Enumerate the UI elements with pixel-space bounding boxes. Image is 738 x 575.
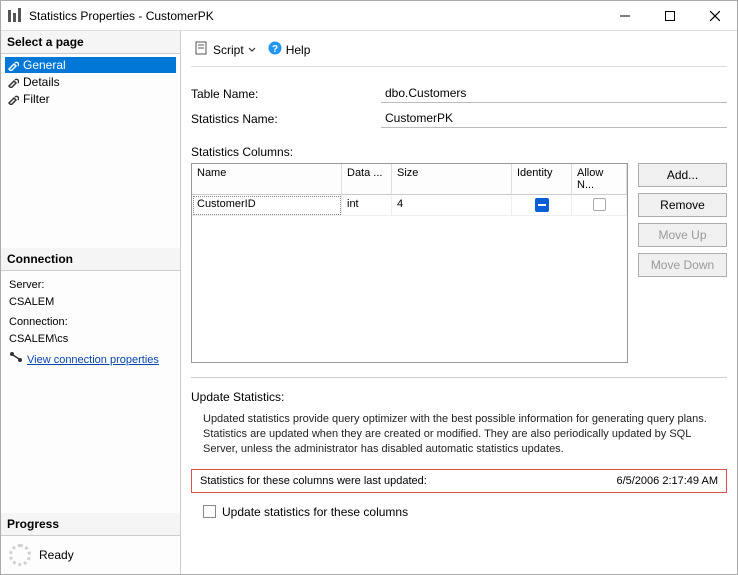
connection-value: CSALEM\cs: [9, 331, 172, 348]
grid-header-row: Name Data ... Size Identity Allow N...: [192, 164, 627, 195]
page-list: General Details Filter: [1, 54, 180, 110]
col-header-datatype[interactable]: Data ...: [342, 164, 392, 195]
maximize-button[interactable]: [647, 1, 692, 30]
move-down-button[interactable]: Move Down: [638, 253, 727, 277]
close-button[interactable]: [692, 1, 737, 30]
cell-datatype: int: [342, 195, 392, 216]
update-statistics-title: Update Statistics:: [191, 390, 727, 404]
cell-size: 4: [392, 195, 512, 216]
script-label: Script: [213, 43, 244, 57]
script-button[interactable]: Script: [191, 39, 260, 60]
last-updated-box: Statistics for these columns were last u…: [191, 469, 727, 493]
page-item-details[interactable]: Details: [5, 74, 176, 90]
toolbar: Script ? Help: [191, 37, 727, 67]
wrench-icon: [7, 59, 19, 71]
last-updated-label: Statistics for these columns were last u…: [200, 475, 616, 487]
select-page-header: Select a page: [1, 31, 180, 54]
minimize-button[interactable]: [602, 1, 647, 30]
statistics-columns-label: Statistics Columns:: [191, 145, 727, 159]
table-name-field[interactable]: [381, 84, 727, 103]
view-connection-properties-link[interactable]: View connection properties: [27, 352, 159, 369]
main-panel: Script ? Help Table Name: Statistics Nam…: [181, 31, 737, 574]
update-statistics-description: Updated statistics provide query optimiz…: [191, 408, 727, 461]
help-label: Help: [286, 43, 311, 57]
progress-spinner-icon: [9, 544, 31, 566]
connection-label: Connection:: [9, 314, 172, 331]
col-header-allownulls[interactable]: Allow N...: [572, 164, 627, 195]
wrench-icon: [7, 93, 19, 105]
update-statistics-section: Update Statistics: Updated statistics pr…: [191, 390, 727, 519]
statistics-name-field[interactable]: [381, 109, 727, 128]
page-label: General: [23, 58, 66, 72]
window-title: Statistics Properties - CustomerPK: [29, 9, 602, 23]
cell-identity: [512, 195, 572, 216]
allownulls-checkbox-unchecked: [593, 198, 606, 211]
script-icon: [195, 41, 209, 58]
connection-header: Connection: [1, 248, 180, 271]
table-row[interactable]: CustomerID int 4: [192, 195, 627, 216]
title-bar: Statistics Properties - CustomerPK: [1, 1, 737, 31]
progress-header: Progress: [1, 513, 180, 536]
columns-grid[interactable]: Name Data ... Size Identity Allow N... C…: [191, 163, 628, 363]
remove-button[interactable]: Remove: [638, 193, 727, 217]
statistics-name-label: Statistics Name:: [191, 112, 381, 126]
update-stats-checkbox[interactable]: [203, 505, 216, 518]
connection-body: Server: CSALEM Connection: CSALEM\cs Vie…: [1, 271, 180, 375]
col-header-identity[interactable]: Identity: [512, 164, 572, 195]
table-name-label: Table Name:: [191, 87, 381, 101]
svg-text:?: ?: [272, 44, 278, 55]
last-updated-value: 6/5/2006 2:17:49 AM: [616, 475, 718, 487]
page-item-general[interactable]: General: [5, 57, 176, 73]
add-button[interactable]: Add...: [638, 163, 727, 187]
server-label: Server:: [9, 277, 172, 294]
progress-body: Ready: [1, 536, 180, 574]
help-icon: ?: [268, 41, 282, 58]
identity-checkbox-checked: [535, 198, 549, 212]
move-up-button[interactable]: Move Up: [638, 223, 727, 247]
cell-name: CustomerID: [192, 195, 342, 216]
progress-status: Ready: [39, 548, 74, 562]
sidebar: Select a page General Details Filter: [1, 31, 181, 574]
wrench-icon: [7, 76, 19, 88]
connection-icon: [9, 351, 23, 369]
help-button[interactable]: ? Help: [264, 39, 315, 60]
server-value: CSALEM: [9, 294, 172, 311]
cell-allownulls: [572, 195, 627, 216]
col-header-name[interactable]: Name: [192, 164, 342, 195]
page-item-filter[interactable]: Filter: [5, 91, 176, 107]
app-icon: [7, 8, 23, 24]
update-stats-checkbox-label: Update statistics for these columns: [222, 505, 408, 519]
page-label: Details: [23, 75, 60, 89]
page-label: Filter: [23, 92, 50, 106]
chevron-down-icon: [248, 43, 256, 57]
grid-buttons: Add... Remove Move Up Move Down: [638, 163, 727, 363]
col-header-size[interactable]: Size: [392, 164, 512, 195]
